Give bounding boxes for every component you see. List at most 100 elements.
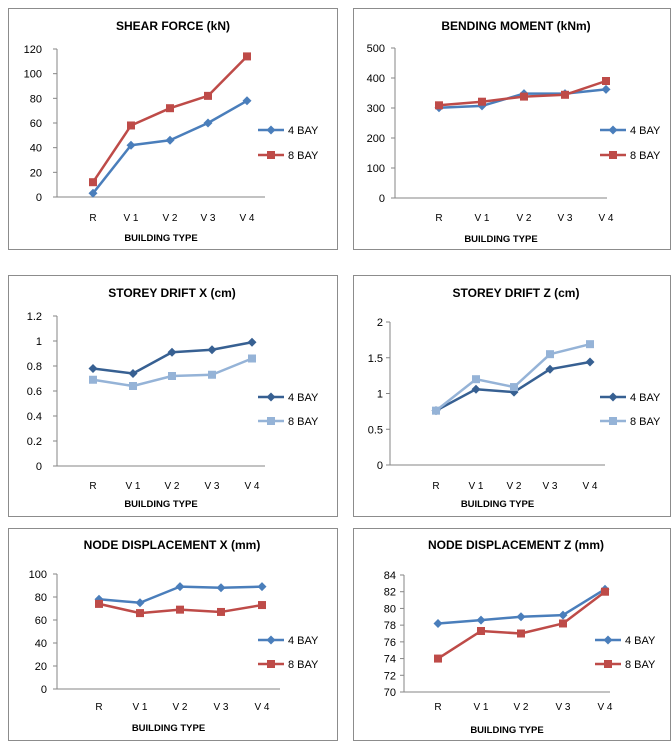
chart-2-x-tick-label: R (89, 481, 96, 492)
chart-1-legend-marker-1 (609, 151, 617, 159)
chart-1-legend-label-1: 8 BAY (630, 150, 661, 162)
chart-4-y-tick-label: 60 (35, 615, 47, 627)
chart-5-x-tick-label: R (434, 702, 441, 713)
chart-1-x-tick-label: V 1 (474, 213, 489, 224)
chart-0-y-tick-label: 100 (24, 69, 42, 81)
chart-1-y-tick-label: 200 (367, 133, 385, 145)
chart-1-title: BENDING MOMENT (kNm) (441, 19, 590, 33)
chart-2-series-0-point (207, 345, 217, 355)
chart-4-x-tick-label: V 2 (172, 702, 187, 713)
chart-0-y-tick-label: 40 (30, 143, 42, 155)
chart-0-series-1-point (127, 121, 135, 130)
chart-1-legend-marker-0 (608, 125, 618, 135)
chart-4-y-tick-label: 20 (35, 661, 47, 673)
chart-2-y-tick-label: 0.4 (27, 411, 42, 423)
chart-0-title: SHEAR FORCE (kN) (116, 19, 230, 33)
chart-0-legend-label-0: 4 BAY (288, 125, 319, 137)
chart-1-legend-label-0: 4 BAY (630, 125, 661, 137)
chart-3-x-tick-label: V 3 (542, 481, 557, 492)
chart-1-x-axis-label: BUILDING TYPE (464, 234, 537, 245)
chart-1-series-1-point (561, 90, 569, 99)
chart-0-legend-label-1: 8 BAY (288, 150, 319, 162)
chart-3-series-1-point (546, 350, 554, 359)
chart-3-x-tick-label: V 1 (468, 481, 483, 492)
chart-0-x-axis-label: BUILDING TYPE (124, 233, 197, 244)
chart-4-legend-marker-0 (266, 635, 276, 645)
chart-0-x-tick-label: R (89, 213, 96, 224)
chart-3-x-tick-label: V 2 (506, 481, 521, 492)
chart-5-x-tick-label: V 3 (555, 702, 570, 713)
chart-0-legend-marker-1 (267, 151, 275, 159)
chart-2-y-tick-label: 0 (36, 461, 42, 473)
chart-4-series-1-point (136, 609, 144, 618)
chart-2-y-tick-label: 1.2 (27, 311, 42, 323)
chart-0-series-1-point (89, 178, 97, 187)
chart-2-legend-label-0: 4 BAY (288, 392, 319, 404)
chart-4-x-tick-label: R (95, 702, 102, 713)
chart-3-series-0-point (471, 384, 481, 394)
chart-4-y-tick-label: 40 (35, 638, 47, 650)
chart-0-x-tick-label: V 4 (239, 213, 254, 224)
chart-4-legend-label-0: 4 BAY (288, 635, 319, 647)
chart-5-series-1-point (601, 587, 609, 596)
chart-3-legend-marker-0 (608, 392, 618, 402)
chart-2-series-1-point (208, 370, 216, 379)
chart-1-series-1-point (478, 97, 486, 106)
chart-5-series-1-point (517, 629, 525, 638)
chart-panel-node-displacement-z (353, 528, 671, 741)
chart-3-series-0-point (585, 357, 595, 367)
chart-5-x-tick-label: V 2 (513, 702, 528, 713)
chart-3-x-tick-label: V 4 (582, 481, 597, 492)
chart-4-series-1-point (176, 605, 184, 614)
chart-4-y-tick-label: 0 (41, 684, 47, 696)
chart-5-title: NODE DISPLACEMENT Z (mm) (428, 538, 604, 552)
chart-5-y-tick-label: 84 (384, 570, 396, 582)
chart-1-y-tick-label: 500 (367, 43, 385, 55)
chart-2-y-tick-label: 0.2 (27, 436, 42, 448)
chart-5-legend-marker-1 (604, 660, 612, 668)
chart-2-series-1-point (248, 354, 256, 363)
chart-0-series-0-point (203, 118, 213, 128)
chart-4-y-tick-label: 80 (35, 592, 47, 604)
chart-4-x-axis-label: BUILDING TYPE (132, 723, 205, 734)
chart-2-series-0-point (128, 369, 138, 378)
chart-5-legend-label-0: 4 BAY (625, 635, 656, 647)
chart-2-series-1-point (168, 372, 176, 380)
chart-5-y-tick-label: 74 (384, 654, 396, 666)
chart-0-series-1-point (243, 52, 251, 61)
chart-3-series-1-point (472, 375, 480, 384)
chart-2-legend-marker-1 (267, 417, 275, 425)
chart-5-series-1-point (477, 626, 485, 635)
chart-2-y-tick-label: 1 (36, 336, 42, 348)
chart-2-series-1-point (129, 382, 137, 390)
chart-3-series-1-point (510, 383, 518, 392)
chart-3-y-tick-label: 0 (377, 460, 383, 472)
chart-1-y-tick-label: 0 (379, 193, 385, 205)
chart-0-series-0-point (242, 96, 252, 106)
chart-2-series-1-point (89, 375, 97, 384)
chart-2-y-tick-label: 0.8 (27, 361, 42, 373)
chart-4-series-0-point (175, 582, 185, 592)
chart-3-y-tick-label: 1.5 (368, 353, 383, 365)
chart-2-legend-label-1: 8 BAY (288, 416, 319, 428)
chart-1-series-1-point (602, 77, 610, 85)
chart-5-series-1-point (559, 619, 567, 628)
chart-3-series-0-point (545, 364, 555, 374)
chart-5-series-0-point (558, 610, 568, 620)
chart-5-y-tick-label: 82 (384, 587, 396, 599)
chart-5-x-tick-label: V 1 (473, 702, 488, 713)
chart-4-series-1-point (217, 607, 225, 616)
chart-3-series-1-point (432, 406, 440, 415)
chart-4-x-tick-label: V 4 (254, 702, 269, 713)
chart-2-x-tick-label: V 3 (204, 481, 219, 492)
chart-1-x-tick-label: V 3 (557, 213, 572, 224)
chart-5-y-tick-label: 72 (384, 670, 396, 682)
chart-3-y-tick-label: 2 (377, 317, 383, 329)
chart-1-series-1-point (435, 101, 443, 110)
chart-0-legend-marker-0 (266, 125, 276, 135)
chart-2-series-0-point (167, 347, 177, 357)
chart-0-y-tick-label: 20 (30, 167, 42, 179)
chart-1-series-0-point (601, 84, 611, 94)
chart-0-x-tick-label: V 1 (123, 213, 138, 224)
